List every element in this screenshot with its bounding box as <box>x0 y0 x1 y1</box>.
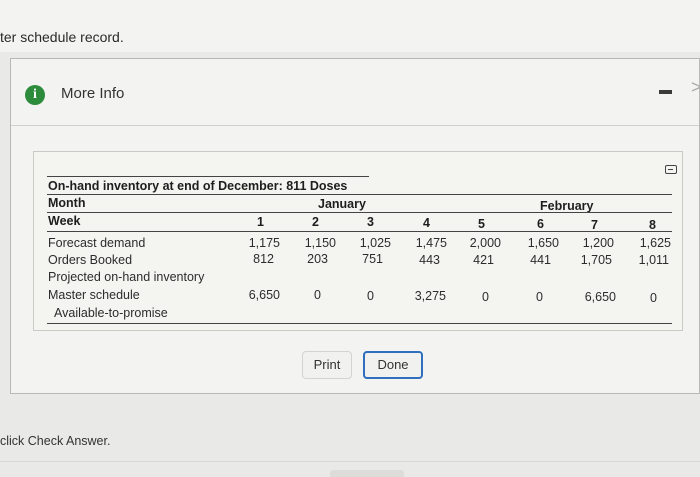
table-cell: 1,200 <box>582 236 614 250</box>
table-cell: 1,011 <box>638 253 669 267</box>
table-cell: 441 <box>530 253 551 267</box>
table-cell: 3,275 <box>414 289 446 303</box>
table-rule <box>47 194 672 195</box>
instruction-text: ter schedule record. <box>0 29 124 45</box>
week-header: 2 <box>312 215 319 229</box>
table-rule <box>47 212 672 213</box>
dialog-header: i More Info > <box>11 59 700 126</box>
row-label: Forecast demand <box>48 236 146 250</box>
table-cell: 0 <box>367 289 374 303</box>
table-cell: 421 <box>473 253 494 267</box>
table-cell: 1,025 <box>359 236 391 250</box>
week-header: 1 <box>257 215 264 229</box>
table-rule <box>47 176 369 177</box>
week-header: 6 <box>537 217 544 231</box>
table-cell: 751 <box>362 252 383 266</box>
table-cell: 1,175 <box>248 236 280 250</box>
table-cell: 6,650 <box>248 288 280 302</box>
table-rule <box>47 323 672 324</box>
row-label: Master schedule <box>48 288 140 302</box>
table-cell: 6,650 <box>584 290 616 304</box>
print-button[interactable]: Print <box>302 351 352 379</box>
schedule-table: On-hand inventory at end of December: 81… <box>33 151 683 331</box>
week-header: 3 <box>367 215 374 229</box>
table-rule <box>47 231 672 232</box>
info-icon: i <box>25 85 45 105</box>
table-cell: 1,475 <box>415 236 447 250</box>
more-info-dialog: i More Info > On-hand inventory at end o… <box>10 58 700 394</box>
table-caption: On-hand inventory at end of December: 81… <box>48 179 348 193</box>
week-header: 7 <box>591 218 598 232</box>
table-cell: 203 <box>307 252 328 266</box>
chevron-right-icon[interactable]: > <box>691 77 700 97</box>
week-header: 4 <box>423 216 430 230</box>
table-cell: 1,650 <box>527 236 559 250</box>
table-cell: 812 <box>253 252 274 266</box>
month-label: Month <box>48 196 86 210</box>
table-cell: 443 <box>419 253 440 267</box>
week-header: 8 <box>649 218 656 232</box>
table-cell: 1,625 <box>639 236 671 250</box>
table-cell: 2,000 <box>469 236 501 250</box>
table-cell: 0 <box>314 288 321 302</box>
footer-divider <box>0 461 700 462</box>
table-cell: 1,705 <box>580 253 612 267</box>
footer-tab[interactable] <box>330 470 404 477</box>
row-label: Orders Booked <box>48 253 133 267</box>
table-cell: 0 <box>536 290 543 304</box>
table-cell: 0 <box>482 290 489 304</box>
row-label: Available-to-promise <box>54 306 168 320</box>
table-view-icon[interactable] <box>665 165 677 174</box>
row-label: Projected on-hand inventory <box>48 270 205 284</box>
check-answer-hint: click Check Answer. <box>0 434 111 448</box>
top-bar <box>0 0 700 52</box>
table-cell: 0 <box>650 291 657 305</box>
dialog-title: More Info <box>61 85 125 102</box>
week-label: Week <box>48 214 81 228</box>
month-february: February <box>540 199 594 213</box>
month-january: January <box>318 197 366 211</box>
week-header: 5 <box>478 217 485 231</box>
done-button[interactable]: Done <box>363 351 423 379</box>
minimize-icon[interactable] <box>659 90 672 94</box>
table-cell: 1,150 <box>304 236 336 250</box>
